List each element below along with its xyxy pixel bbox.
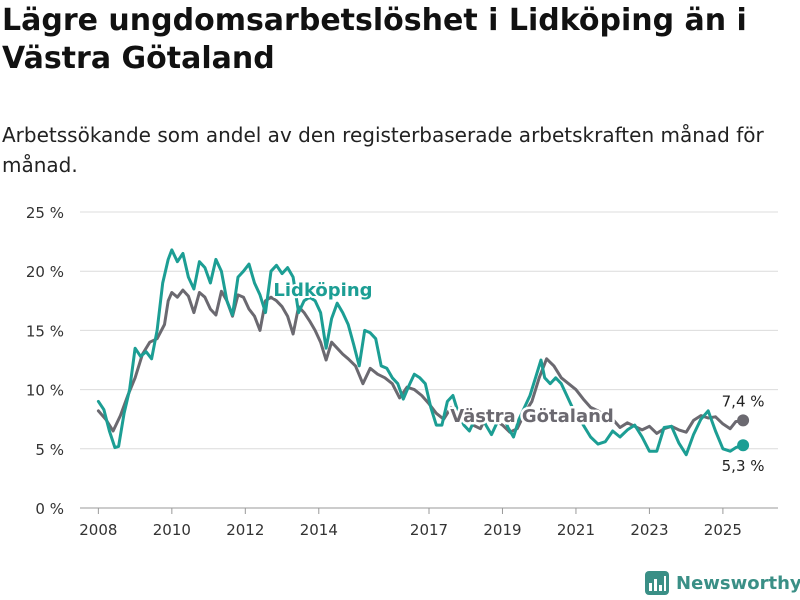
end-point-marker	[737, 414, 750, 427]
x-tick-label: 2010	[153, 521, 191, 539]
x-tick-label: 2012	[226, 521, 264, 539]
series-label-vastra-gotaland: Västra Götaland	[450, 406, 614, 427]
brand: Newsworthy	[644, 568, 800, 598]
end-point-marker	[737, 439, 750, 452]
x-tick-label: 2021	[557, 521, 595, 539]
series-line-lidk-ping	[96, 248, 745, 457]
x-tick-label: 2025	[704, 521, 742, 539]
y-axis: 0 % 5 % 10 % 15 % 20 % 25 %	[26, 204, 64, 518]
end-value-label-vastra-gotaland: 7,4 %	[722, 392, 765, 410]
x-tick-label: 2023	[630, 521, 668, 539]
x-tick-label: 2014	[300, 521, 338, 539]
y-tick-label: 20 %	[26, 263, 64, 281]
newsworthy-logo-icon	[645, 571, 669, 595]
y-tick-label: 10 %	[26, 382, 64, 400]
chart-subtitle: Arbetssökande som andel av den registerb…	[2, 123, 764, 177]
series-labels: Lidköping Västra Götaland 7,4 % 5,3 %	[271, 278, 765, 475]
series-lines	[96, 248, 750, 457]
y-tick-label: 15 %	[26, 322, 64, 340]
series-line-v-stra-g-taland	[96, 288, 745, 435]
x-tick-label: 2017	[410, 521, 448, 539]
series-label-lidkoping: Lidköping	[273, 280, 372, 301]
end-value-label-lidkoping: 5,3 %	[722, 457, 765, 475]
chart-title: Lägre ungdomsarbetslöshet i Lidköping än…	[2, 3, 747, 76]
x-tick-label: 2008	[79, 521, 117, 539]
brand-name: Newsworthy	[676, 572, 800, 594]
x-axis: 2008 2010 2012 2014 2017 2019 2021 2023 2025	[79, 508, 742, 539]
line-chart: 0 %5 %10 %15 %20 %25 % 2008 2010 2012 2014 2…	[26, 204, 778, 539]
y-tick-label: 5 %	[35, 441, 64, 459]
x-tick-label: 2019	[483, 521, 521, 539]
y-tick-label: 25 %	[26, 204, 64, 222]
y-tick-label: 0 %	[35, 500, 64, 518]
